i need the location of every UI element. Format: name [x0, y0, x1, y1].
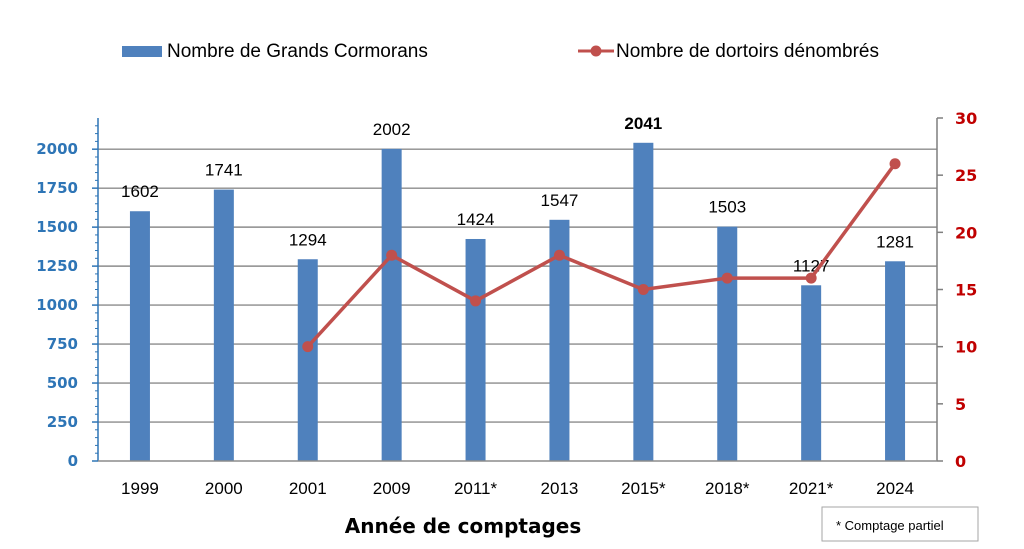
y-right-tick-label: 0	[955, 452, 966, 471]
y-right-tick-label: 30	[955, 109, 977, 128]
bar-value-label: 1547	[541, 191, 579, 210]
y-right-tick-label: 25	[955, 166, 977, 185]
x-tick-label: 2021*	[789, 479, 834, 498]
y-left-tick-label: 1250	[36, 257, 78, 275]
x-tick-label: 2013	[541, 479, 579, 498]
x-tick-label: 2011*	[454, 479, 498, 498]
legend-line-marker	[590, 45, 602, 57]
line-point-2024	[889, 158, 901, 170]
line-point-2021*	[805, 272, 817, 284]
line-point-2013	[553, 249, 565, 261]
y-left-tick-label: 1750	[36, 179, 78, 197]
legend-bar-label: Nombre de Grands Cormorans	[167, 41, 428, 62]
y-left-tick-label: 1500	[36, 218, 78, 236]
bar-value-label: 1503	[708, 198, 746, 217]
bar-2011*	[465, 238, 486, 461]
line-point-2009	[386, 249, 398, 261]
y-left-tick-label: 750	[47, 335, 78, 353]
bar-value-label: 1281	[876, 232, 914, 251]
bar-value-label: 1424	[457, 210, 495, 229]
bar-2001	[297, 259, 318, 461]
y-right-tick-label: 15	[955, 281, 977, 300]
y-left-tick-label: 2000	[36, 140, 78, 158]
line-point-2015*	[637, 284, 649, 295]
y-left-tick-label: 1000	[36, 296, 78, 314]
note-text: * Comptage partiel	[836, 518, 944, 533]
bar-2013	[549, 219, 570, 461]
y-right-tick-label: 20	[955, 223, 977, 242]
y-left-tick-label: 0	[68, 452, 78, 470]
x-tick-label: 2018*	[705, 479, 750, 498]
line-point-2001	[302, 341, 314, 353]
bar-2000	[213, 189, 234, 462]
bar-value-label: 1602	[121, 182, 159, 201]
bar-value-label: 1127	[793, 256, 830, 275]
bar-value-label: 1294	[289, 230, 327, 249]
bar-2024	[885, 261, 906, 461]
x-tick-label: 2015*	[621, 479, 666, 498]
y-left-tick-label: 250	[47, 413, 78, 431]
bar-value-label: 2002	[373, 120, 411, 139]
y-right-tick-label: 10	[955, 338, 977, 357]
x-tick-label: 1999	[121, 479, 159, 498]
x-tick-label: 2001	[289, 479, 327, 498]
bar-2015*	[633, 142, 654, 461]
line-series-dortoirs	[306, 162, 897, 348]
line-point-2011*	[470, 295, 482, 307]
bar-value-label: 1741	[205, 161, 243, 180]
bar-2021*	[801, 285, 822, 461]
bar-2009	[381, 148, 402, 461]
legend-bar-swatch	[122, 46, 162, 57]
line-point-2018*	[721, 272, 733, 284]
bar-1999	[129, 211, 150, 461]
y-left-tick-label: 500	[47, 374, 78, 392]
x-axis-title: Année de comptages	[345, 514, 581, 538]
y-right-tick-label: 5	[955, 395, 966, 414]
legend-line-label: Nombre de dortoirs dénombrés	[616, 41, 879, 62]
bar-2018*	[717, 226, 738, 461]
note-box	[821, 506, 979, 542]
x-tick-label: 2024	[876, 479, 914, 498]
bar-value-label: 2041	[624, 114, 662, 133]
x-tick-label: 2009	[373, 479, 411, 498]
x-tick-label: 2000	[205, 479, 243, 498]
